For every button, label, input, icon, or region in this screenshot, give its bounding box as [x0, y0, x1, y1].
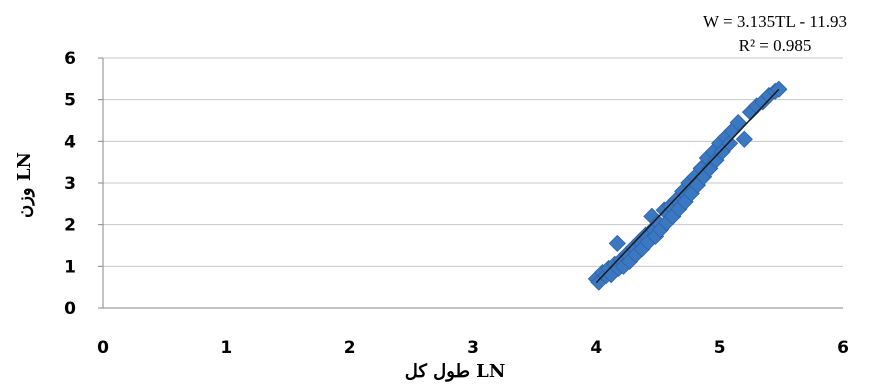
y-tick-label-0: 0	[64, 299, 76, 319]
trendline-equation: W = 3.135TL - 11.93	[703, 12, 847, 31]
data-point-45	[720, 134, 739, 152]
axes	[98, 57, 843, 309]
y-tick-label-5: 5	[64, 91, 76, 111]
y-axis-title: وزن LN	[14, 152, 35, 218]
x-tick-label-1: 1	[220, 338, 232, 358]
y-tick-label-3: 3	[64, 174, 76, 194]
trendline-r-squared: R² = 0.985	[739, 36, 812, 55]
x-tick-label-2: 2	[344, 338, 356, 358]
x-tick-label-6: 6	[837, 338, 849, 358]
trendline-layer	[595, 88, 780, 284]
y-tick-label-4: 4	[64, 132, 76, 152]
data-point-47	[729, 114, 747, 132]
data-point-48	[735, 130, 753, 148]
x-tick-label-5: 5	[714, 338, 726, 358]
grid-lines	[103, 57, 843, 267]
y-tick-label-2: 2	[64, 216, 76, 236]
x-tick-label-3: 3	[467, 338, 479, 358]
x-tick-labels: 0 1 2 3 4 5 6	[97, 338, 849, 358]
y-tick-label-6: 6	[64, 49, 76, 69]
y-tick-label-1: 1	[64, 257, 76, 277]
x-tick-label-4: 4	[590, 338, 602, 358]
trendline	[595, 88, 780, 284]
data-point-7	[608, 234, 626, 252]
x-tick-label-0: 0	[97, 338, 109, 358]
x-axis-title: طول کل LN	[405, 361, 506, 382]
y-tick-labels: 0 1 2 3 4 5 6	[64, 49, 76, 319]
